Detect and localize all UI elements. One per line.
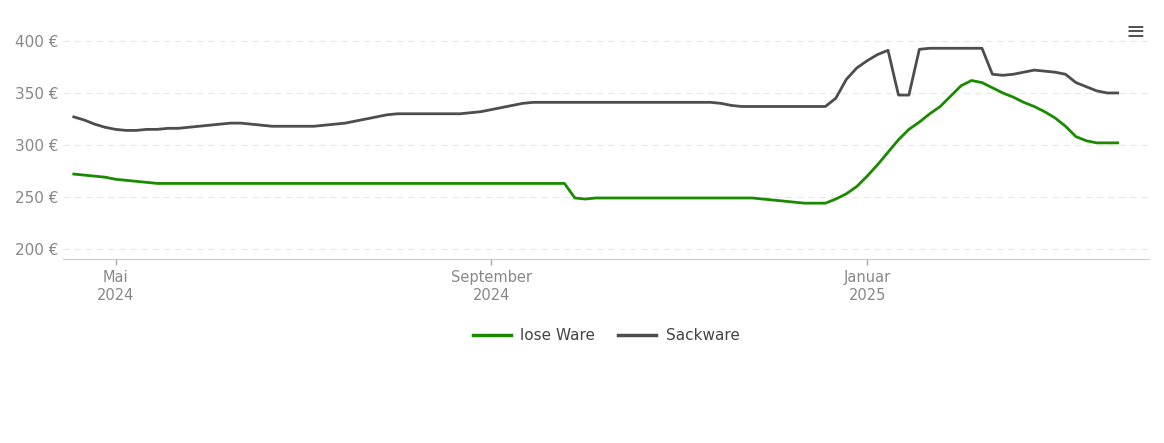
Text: ≡: ≡ [1126, 20, 1145, 44]
Legend: lose Ware, Sackware: lose Ware, Sackware [467, 322, 746, 350]
